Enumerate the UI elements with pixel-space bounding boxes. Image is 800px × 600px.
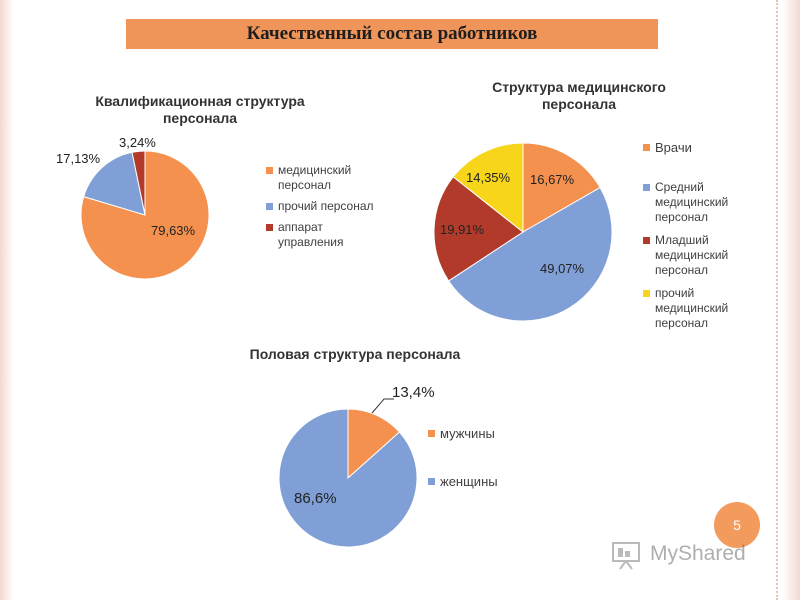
chart2-title: Структура медицинского персонала bbox=[492, 79, 666, 112]
slide-title: Качественный состав работников bbox=[246, 23, 538, 44]
legend-label: мужчины bbox=[440, 426, 495, 441]
pie-slice-other-medical bbox=[452, 142, 524, 234]
legend-label: медицинский персонал bbox=[278, 163, 352, 192]
chart3-legend: мужчины женщины bbox=[428, 426, 538, 495]
legend-swatch bbox=[428, 478, 435, 485]
legend-label: аппарат управления bbox=[278, 220, 344, 249]
chart2-label-junior: 19,91% bbox=[440, 222, 485, 237]
pie-slice-other bbox=[83, 151, 146, 216]
watermark-logo: MyShared bbox=[610, 540, 766, 570]
pie-slice-junior bbox=[433, 176, 524, 282]
chart3-pie bbox=[278, 408, 418, 548]
legend-label: Младший медицинский персонал bbox=[655, 233, 729, 277]
legend-item-men: мужчины bbox=[428, 426, 538, 441]
legend-label: Средний медицинский персонал bbox=[655, 180, 729, 224]
legend-swatch bbox=[643, 184, 650, 191]
leader-line bbox=[371, 398, 394, 414]
chart2-label-other: 14,35% bbox=[466, 170, 511, 185]
legend-swatch bbox=[643, 237, 650, 244]
legend-item-junior: Младший медицинский персонал bbox=[643, 233, 755, 278]
chart3-title: Половая структура персонала bbox=[249, 346, 461, 362]
legend-swatch bbox=[428, 430, 435, 437]
chart1-title: Квалификационная структура персонала bbox=[95, 93, 305, 126]
chart1-label-medical: 79,63% bbox=[151, 223, 196, 238]
chart3-label-women: 86,6% bbox=[294, 490, 337, 507]
page-number-badge: 5 bbox=[714, 502, 760, 548]
chart1-label-management: 3,24% bbox=[119, 135, 156, 150]
legend-item-women: женщины bbox=[428, 474, 538, 489]
legend-label: женщины bbox=[440, 474, 498, 489]
chart2-label-doctors: 16,67% bbox=[530, 172, 575, 187]
chart2-legend: Врачи Средний медицинский персонал Младш… bbox=[643, 140, 755, 337]
chart1-pie bbox=[80, 150, 210, 280]
chart3-leader-line bbox=[371, 398, 394, 414]
legend-swatch bbox=[266, 224, 273, 231]
legend-swatch bbox=[266, 203, 273, 210]
presentation-icon bbox=[612, 542, 640, 570]
legend-item-medical: медицинский персонал bbox=[266, 163, 376, 193]
slide-frame-left bbox=[0, 0, 14, 600]
legend-label: Врачи bbox=[655, 140, 692, 155]
pie-slice-doctors bbox=[522, 142, 601, 233]
legend-item-management: аппарат управления bbox=[266, 220, 376, 250]
legend-item-other: прочий персонал bbox=[266, 199, 376, 214]
legend-item-doctors: Врачи bbox=[643, 140, 755, 156]
chart3-label-men: 13,4% bbox=[392, 384, 435, 401]
pie-slice-medical bbox=[80, 150, 210, 280]
pie-slice-management bbox=[131, 150, 146, 216]
legend-label: прочий медицинский персонал bbox=[655, 286, 729, 330]
slide-frame-right bbox=[782, 0, 800, 600]
pie-slice-middle bbox=[447, 186, 613, 322]
legend-swatch bbox=[266, 167, 273, 174]
slide-title-bar: Качественный состав работников bbox=[126, 19, 658, 49]
pie-slice-women bbox=[278, 408, 418, 548]
chart1-label-other: 17,13% bbox=[56, 151, 101, 166]
legend-label: прочий персонал bbox=[278, 199, 374, 213]
slide-frame-dots bbox=[776, 0, 778, 600]
chart2-pie bbox=[433, 142, 613, 322]
chart1-legend: медицинский персонал прочий персонал апп… bbox=[266, 163, 376, 256]
legend-item-other-medical: прочий медицинский персонал bbox=[643, 286, 755, 331]
chart2-label-middle: 49,07% bbox=[540, 261, 585, 276]
legend-item-middle: Средний медицинский персонал bbox=[643, 180, 755, 225]
pie-slice-men bbox=[347, 408, 401, 480]
legend-swatch bbox=[643, 290, 650, 297]
legend-swatch bbox=[643, 144, 650, 151]
watermark-text: MyShared bbox=[650, 542, 746, 565]
